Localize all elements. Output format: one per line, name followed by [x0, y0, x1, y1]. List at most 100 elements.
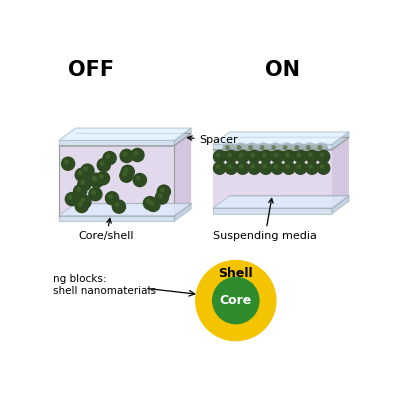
- Circle shape: [297, 153, 301, 156]
- Circle shape: [65, 192, 78, 206]
- Circle shape: [236, 162, 249, 174]
- Text: Spacer: Spacer: [188, 135, 238, 146]
- Text: ng blocks:: ng blocks:: [53, 274, 107, 284]
- Circle shape: [236, 150, 249, 163]
- Circle shape: [240, 165, 243, 168]
- Circle shape: [78, 202, 82, 206]
- Circle shape: [78, 171, 82, 175]
- Circle shape: [225, 162, 237, 174]
- Circle shape: [214, 150, 226, 163]
- Circle shape: [281, 143, 293, 155]
- Circle shape: [157, 185, 170, 198]
- Circle shape: [320, 153, 324, 156]
- Circle shape: [306, 150, 318, 163]
- Circle shape: [78, 195, 91, 208]
- Circle shape: [223, 143, 235, 155]
- Circle shape: [283, 150, 295, 163]
- Circle shape: [158, 194, 162, 198]
- Polygon shape: [174, 134, 191, 216]
- Polygon shape: [174, 128, 191, 146]
- Circle shape: [249, 146, 252, 149]
- Circle shape: [78, 178, 91, 191]
- Circle shape: [307, 146, 310, 149]
- Circle shape: [81, 198, 85, 202]
- Circle shape: [120, 149, 133, 162]
- Circle shape: [112, 200, 126, 213]
- Circle shape: [213, 278, 259, 324]
- Circle shape: [262, 153, 266, 156]
- Circle shape: [286, 153, 289, 156]
- Text: Core/shell: Core/shell: [79, 218, 134, 241]
- Circle shape: [84, 167, 88, 171]
- Polygon shape: [174, 204, 191, 221]
- Circle shape: [248, 162, 260, 174]
- Circle shape: [74, 185, 87, 198]
- Circle shape: [100, 174, 103, 178]
- Circle shape: [144, 196, 156, 210]
- Circle shape: [251, 153, 254, 156]
- Polygon shape: [59, 128, 191, 140]
- Circle shape: [240, 153, 243, 156]
- Circle shape: [100, 161, 104, 165]
- Circle shape: [146, 200, 150, 203]
- Circle shape: [274, 153, 278, 156]
- Circle shape: [133, 174, 146, 186]
- Circle shape: [248, 150, 260, 163]
- Text: Core: Core: [220, 294, 252, 307]
- Circle shape: [225, 150, 237, 163]
- Circle shape: [283, 162, 295, 174]
- Circle shape: [62, 157, 75, 170]
- Circle shape: [297, 165, 301, 168]
- Circle shape: [131, 148, 144, 162]
- Circle shape: [304, 143, 316, 155]
- Circle shape: [90, 174, 103, 188]
- Circle shape: [68, 196, 72, 199]
- Circle shape: [216, 153, 220, 156]
- Circle shape: [108, 195, 112, 198]
- Circle shape: [89, 188, 102, 201]
- Circle shape: [75, 168, 88, 182]
- Circle shape: [92, 190, 96, 194]
- Circle shape: [271, 150, 284, 163]
- Circle shape: [120, 169, 133, 182]
- Circle shape: [121, 165, 134, 178]
- Circle shape: [214, 162, 226, 174]
- Circle shape: [226, 146, 229, 149]
- Circle shape: [196, 260, 276, 341]
- Circle shape: [96, 172, 110, 185]
- Circle shape: [93, 178, 97, 181]
- Circle shape: [318, 146, 322, 149]
- Circle shape: [216, 165, 220, 168]
- Circle shape: [77, 188, 80, 191]
- Circle shape: [292, 143, 304, 155]
- Circle shape: [103, 152, 116, 165]
- Text: ON: ON: [264, 60, 300, 80]
- Circle shape: [150, 201, 154, 205]
- Circle shape: [251, 165, 254, 168]
- Circle shape: [318, 162, 330, 174]
- Circle shape: [315, 143, 328, 155]
- Circle shape: [147, 198, 160, 212]
- Text: Shell: Shell: [218, 267, 253, 280]
- Circle shape: [106, 154, 110, 158]
- Circle shape: [318, 150, 330, 163]
- Circle shape: [136, 176, 140, 180]
- Polygon shape: [332, 132, 349, 150]
- Circle shape: [284, 146, 287, 149]
- Circle shape: [269, 143, 281, 155]
- Polygon shape: [59, 216, 174, 221]
- Circle shape: [234, 143, 247, 155]
- Circle shape: [81, 164, 94, 177]
- Circle shape: [309, 165, 312, 168]
- Circle shape: [106, 192, 118, 205]
- Circle shape: [306, 162, 318, 174]
- Circle shape: [258, 143, 270, 155]
- Circle shape: [116, 203, 119, 207]
- Circle shape: [228, 165, 231, 168]
- Circle shape: [260, 146, 264, 149]
- Circle shape: [123, 152, 127, 156]
- Circle shape: [134, 151, 138, 155]
- Circle shape: [294, 162, 307, 174]
- Circle shape: [123, 172, 126, 176]
- Circle shape: [272, 146, 276, 149]
